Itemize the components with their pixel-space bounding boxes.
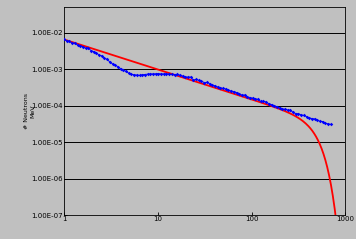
Y-axis label: # Neutrons
MeV: # Neutrons MeV — [24, 93, 35, 129]
